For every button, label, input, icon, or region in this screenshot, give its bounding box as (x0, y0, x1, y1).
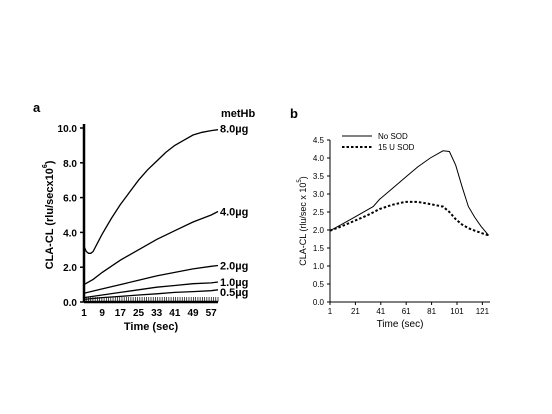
y-tick-label-b: 4.5 (313, 136, 325, 145)
y-tick-label-b: 1.5 (313, 244, 325, 253)
x-tick-label-a: 1 (81, 308, 87, 319)
series-label-a-3: 2.0µg (220, 260, 248, 272)
y-tick-label-b: 2.5 (313, 208, 325, 217)
y-tick-label-b: 0.0 (313, 298, 325, 307)
series-label-a-5: 0.5µg (220, 287, 248, 299)
legend-label-b-2: 15 U SOD (378, 143, 415, 152)
y-tick-label-b: 3.5 (313, 172, 325, 181)
x-tick-label-a: 33 (151, 308, 163, 319)
x-tick-label-b: 61 (402, 307, 411, 316)
legend-label-b-1: No SOD (378, 132, 408, 141)
x-axis-label-b: Time (sec) (377, 319, 424, 330)
panel-b: b0.00.51.01.52.02.53.03.54.04.51 21 41 61 81… (290, 106, 490, 330)
legend-title-a: metHb (221, 108, 256, 120)
y-tick-label-b: 2.0 (313, 226, 325, 235)
series-label-a-2: 4.0µg (220, 207, 248, 219)
x-axis-label-a: Time (sec) (124, 321, 179, 333)
x-tick-label-a: 9 (99, 308, 105, 319)
panel-a: a 0.0 2.0 4.0 6.0 8.0 10.0 1 9 17 25 33 41 49 57 Time (… (33, 100, 256, 333)
y-tick-label-b: 3.0 (313, 190, 325, 199)
x-tick-label-b: 81 (427, 307, 436, 316)
series-line-b-1 (329, 150, 490, 236)
x-tick-label-b: 1 (328, 307, 333, 316)
series-label-a-1: 8.0µg (220, 124, 248, 136)
series-line-a-5 (83, 289, 219, 301)
y-tick-label-a: 0.0 (63, 298, 77, 309)
x-tick-label-b: 101 (450, 307, 464, 316)
y-tick-label-a: 8.0 (63, 159, 77, 170)
y-axis-label-b: CLA-CL (rlu/sec x 105) (297, 176, 308, 266)
x-tick-label-b: 41 (376, 307, 385, 316)
series-line-b-2 (329, 200, 490, 237)
y-tick-label-b: 4.0 (313, 154, 325, 163)
x-tick-label-b: 21 (351, 307, 360, 316)
panel-label-b: b (290, 106, 298, 121)
series-line-a-2 (83, 210, 219, 286)
x-tick-label-a: 25 (133, 308, 145, 319)
x-tick-label-a: 57 (206, 308, 218, 319)
y-tick-label-b: 1.0 (313, 262, 325, 271)
x-tick-label-a: 49 (187, 308, 199, 319)
y-tick-label-b: 0.5 (313, 280, 325, 289)
x-tick-label-b: 121 (476, 307, 490, 316)
x-tick-label-a: 17 (115, 308, 127, 319)
panel-label-a: a (33, 100, 41, 115)
series-line-a-4 (83, 281, 219, 299)
y-tick-label-a: 6.0 (63, 194, 77, 205)
legend-b: No SOD 15 U SOD (342, 132, 415, 152)
series-label-a-4: 1.0µg (220, 277, 248, 289)
series-line-a-3 (83, 264, 219, 294)
series-line-a-1 (83, 129, 219, 254)
y-tick-label-a: 4.0 (63, 228, 77, 239)
x-tick-label-a: 41 (169, 308, 181, 319)
y-axis-label-a: CLA-CL (rlu/secx106) (42, 160, 56, 269)
y-tick-label-a: 2.0 (63, 263, 77, 274)
y-tick-label-a: 10.0 (58, 124, 78, 135)
